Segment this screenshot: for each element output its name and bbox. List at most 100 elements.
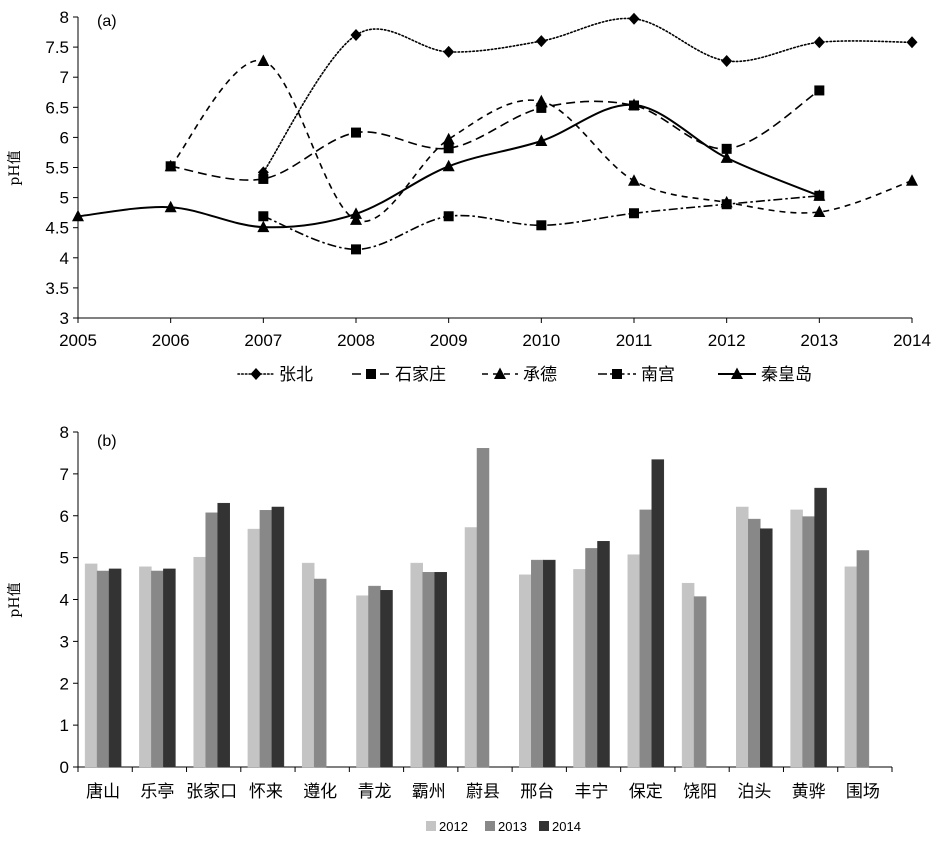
point-zhangbei-2010 [535,35,547,48]
category-label-fengning: 丰宁 [575,782,609,802]
category-label-botou: 泊头 [737,782,771,802]
category-label-zunhua: 遵化 [303,782,337,802]
point-nangong-2009 [443,211,454,222]
bar-2014-bazhou [434,572,447,768]
category-label-baoding: 保定 [629,782,663,802]
legend-marker-zhangbei [250,368,262,380]
bar-2012-bazhou [410,562,423,768]
y-tick-label: 3.5 [45,279,69,298]
bar-2014-huanghua [814,487,827,768]
legend-swatch-2012 [426,821,436,831]
bar-2012-zunhua [301,562,315,768]
y-tick-label: 3 [60,309,69,328]
line-chengde [170,59,913,223]
point-qinhuangdao-2010 [535,134,548,147]
bar-2012-huanghua [790,509,803,768]
legend-marker-chengde [494,367,506,379]
legend-swatch-2013 [485,821,495,831]
x-tick-label: 2013 [800,331,838,350]
point-shijiazhuang-2013 [814,85,825,96]
legend-label-nangong: 南宫 [641,365,675,385]
point-chengde-2008 [350,213,362,225]
bar-2014-huailai [271,506,285,768]
point-chengde-2012 [720,195,733,208]
x-tick-label: 2008 [337,331,375,350]
panel-a-line-chart: 3 3.5 4 4.5 5 5.5 6 6.5 7 7.5 8 2005 2006 2007 2008 200… [7,8,931,385]
category-label-raoyang: 饶阳 [683,782,717,802]
bar-2012-botou [736,506,749,768]
bar-2013-botou [748,518,761,768]
category-label-tangshan: 唐山 [86,781,120,802]
bar-2013-raoyang [693,596,707,768]
bar-2013-yuxian [476,448,490,768]
legend-marker-nangong [612,369,622,379]
point-chengde-2011 [628,174,640,186]
y-tick-label: 4 [60,249,69,268]
y-tick-label: 7 [60,68,69,87]
point-zhangbei-2009 [443,45,455,58]
bar-2012-baoding [627,554,641,768]
point-shijiazhuang-2010 [536,102,547,113]
bar-2012-raoyang [681,582,695,768]
bar-2012-huailai [247,528,261,768]
bar-2013-baoding [639,509,653,768]
bar-2013-tangshan [96,570,110,768]
y-axis-title-a: pH值 [7,150,23,185]
y-tick-label: 4.5 [45,219,69,238]
y-tick-label: 5.5 [45,159,69,178]
point-nangong-2011 [629,208,639,219]
bar-2014-botou [760,528,773,768]
bar-2013-huailai [259,510,273,768]
y-tick-label: 0 [60,758,69,777]
bar-2012-tangshan [84,563,98,768]
bar-2012-zhangjiakou [193,556,206,768]
bar-2012-yuxian [464,527,478,768]
point-nangong-2008 [351,244,361,255]
bar-2014-xingtai [543,559,556,768]
bar-2013-zunhua [313,578,327,768]
bar-2013-huanghua [802,516,815,768]
x-tick-label: 2012 [708,331,746,350]
point-shijiazhuang-2012 [721,143,732,154]
bar-2014-qinglong [380,590,393,768]
bar-2013-xingtai [531,559,544,768]
point-qinhuangdao-2009 [442,159,455,172]
point-shijiazhuang-2009 [443,143,454,154]
bar-2013-qinglong [368,585,381,768]
panel-b-bar-chart: 0 1 2 3 4 5 6 7 8 唐山 乐亭 张家口 怀来 遵化 青龙 霸州 蔚县 邢台 丰宁 保定 饶阳 泊头 黄骅 围场… [7,423,893,834]
bar-2014-baoding [651,459,665,768]
point-shijiazhuang-2007 [258,173,269,184]
point-shijiazhuang-2006 [165,161,176,172]
y-tick-label: 6.5 [45,98,69,117]
x-tick-label: 2006 [152,331,190,350]
panel-label-b: (b) [97,433,117,450]
point-zhangbei-2007 [257,166,269,179]
category-label-xingtai: 邢台 [520,782,554,802]
legend-label-2013: 2013 [498,819,527,834]
point-qinhuangdao-2006 [164,200,177,213]
x-tick-label: 2014 [893,331,931,350]
point-qinhuangdao-2007 [257,220,270,233]
bar-2014-fengning [597,541,610,768]
x-tick-label: 2009 [430,331,468,350]
bar-2012-xingtai [519,574,532,768]
y-axis-title-b: pH值 [7,582,23,617]
category-label-bazhou: 霸州 [412,782,446,802]
point-zhangbei-2011 [628,12,640,25]
category-label-yuxian: 蔚县 [466,782,500,802]
point-qinhuangdao-2005 [72,209,84,222]
category-label-weichang: 围场 [846,782,880,802]
y-tick-label: 3 [60,632,69,651]
y-tick-label: 1 [60,716,69,735]
point-zhangbei-2014 [906,36,918,49]
bar-2014-laoting [163,568,176,768]
category-label-huailai: 怀来 [249,782,283,802]
bar-2012-weichang [844,566,858,768]
point-shijiazhuang-2008 [351,127,361,138]
y-tick-label: 5 [60,189,69,208]
panel-label-a: (a) [97,13,117,30]
point-qinhuangdao-2008 [350,207,362,219]
bar-2013-bazhou [422,572,435,768]
bar-2013-laoting [151,570,164,768]
y-tick-label: 8 [60,8,69,27]
